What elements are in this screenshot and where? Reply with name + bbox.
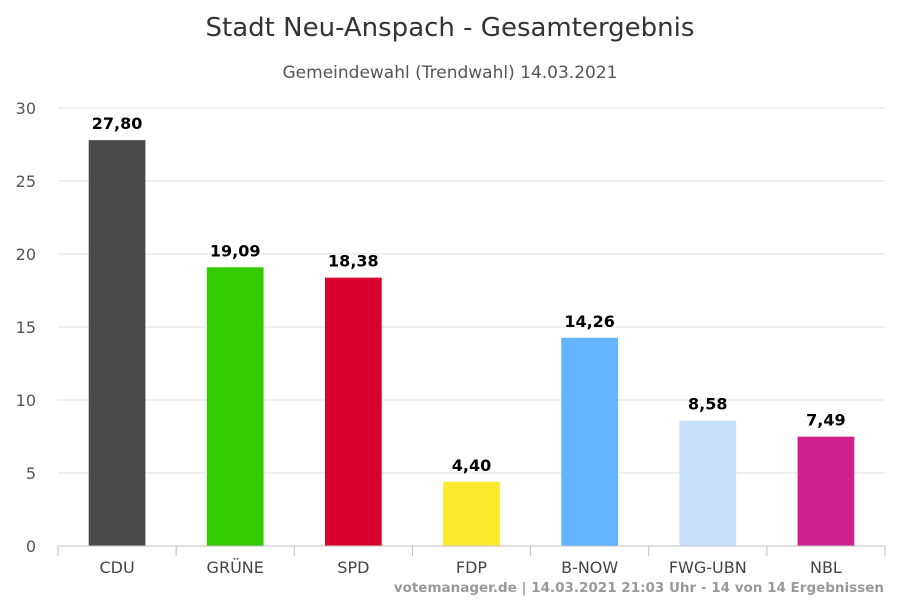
y-tick-label: 10 [16, 391, 36, 410]
y-tick-label: 25 [16, 172, 36, 191]
chart-title: Stadt Neu-Anspach - Gesamtergebnis [206, 13, 695, 43]
chart-subtitle: Gemeindewahl (Trendwahl) 14.03.2021 [283, 63, 618, 83]
x-tick-label: SPD [337, 558, 369, 577]
bar-b-now [561, 337, 618, 546]
bar-nbl [797, 436, 855, 546]
data-label: 18,38 [328, 252, 379, 271]
x-tick-label: GRÜNE [207, 558, 264, 577]
bar-fdp [443, 481, 500, 546]
y-tick-label: 15 [16, 318, 36, 337]
x-tick-label: FWG-UBN [669, 558, 747, 577]
y-axis-ticks: 0 5 10 15 20 25 30 [16, 99, 36, 556]
bar-grüne [206, 267, 264, 546]
x-axis-ticks: CDU GRÜNE SPD FDP B-NOW FWG-UBN NBL [99, 558, 841, 577]
credits-text: votemanager.de | 14.03.2021 21:03 Uhr - … [394, 580, 884, 596]
x-tick-label: B-NOW [561, 558, 618, 577]
data-label: 7,49 [806, 411, 845, 430]
y-tick-label: 5 [26, 464, 36, 483]
x-tick-label: CDU [99, 558, 134, 577]
bar-cdu [88, 140, 146, 546]
data-label: 8,58 [688, 395, 727, 414]
gridlines [58, 107, 885, 474]
data-label: 14,26 [564, 312, 615, 331]
y-tick-label: 30 [16, 99, 36, 118]
bars [88, 140, 855, 546]
x-tick-label: FDP [456, 558, 488, 577]
x-axis [57, 545, 886, 556]
y-tick-label: 0 [26, 537, 36, 556]
bar-spd [325, 277, 382, 546]
x-tick-label: NBL [810, 558, 842, 577]
data-label: 27,80 [92, 114, 143, 133]
data-label: 19,09 [210, 241, 261, 260]
bar-fwg-ubn [679, 420, 737, 546]
data-label: 4,40 [452, 456, 491, 475]
data-labels: 27,80 19,09 18,38 4,40 14,26 8,58 7,49 [92, 114, 846, 475]
y-tick-label: 20 [16, 245, 36, 264]
